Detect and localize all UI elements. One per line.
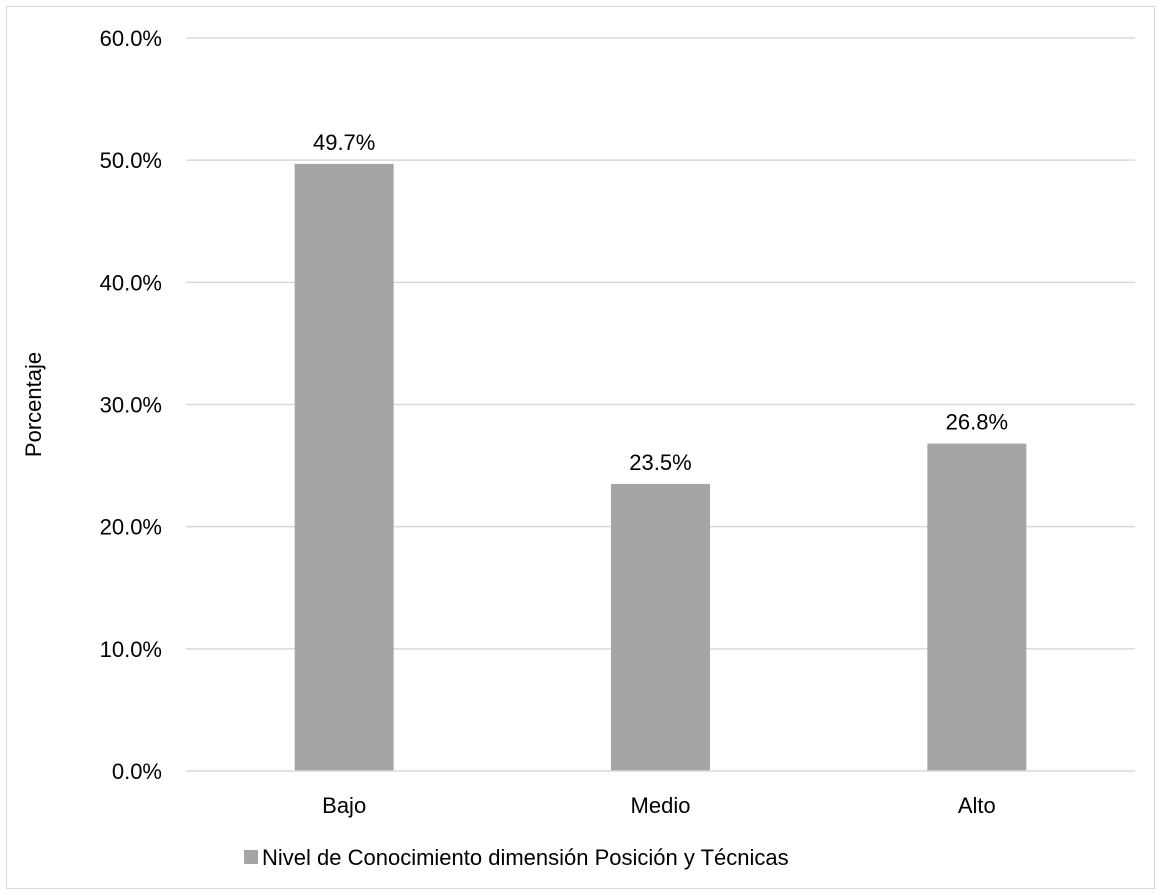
bars <box>294 163 1027 771</box>
bar-bajo <box>294 163 394 771</box>
legend-label: Nivel de Conocimiento dimensión Posición… <box>262 845 789 870</box>
legend-swatch <box>244 850 258 864</box>
y-tick-label: 50.0% <box>100 148 162 173</box>
y-tick-label: 10.0% <box>100 637 162 662</box>
y-tick-label: 30.0% <box>100 393 162 418</box>
data-label-bajo: 49.7% <box>313 130 375 155</box>
bar-alto <box>927 443 1027 771</box>
y-tick-label: 60.0% <box>100 26 162 51</box>
data-label-alto: 26.8% <box>946 410 1008 435</box>
x-tick-label-alto: Alto <box>958 793 996 818</box>
data-labels: 49.7% 23.5% 26.8% <box>313 130 1008 475</box>
x-tick-label-bajo: Bajo <box>322 793 366 818</box>
y-tick-label: 0.0% <box>112 759 162 784</box>
y-axis-tick-labels: 0.0% 10.0% 20.0% 30.0% 40.0% 50.0% 60.0% <box>100 26 162 784</box>
y-tick-label: 20.0% <box>100 515 162 540</box>
bar-medio <box>611 483 710 771</box>
y-axis-title: Porcentaje <box>21 352 46 457</box>
y-tick-label: 40.0% <box>100 270 162 295</box>
legend: Nivel de Conocimiento dimensión Posición… <box>244 845 789 870</box>
x-tick-label-medio: Medio <box>631 793 691 818</box>
data-label-medio: 23.5% <box>629 450 691 475</box>
x-axis-tick-labels: Bajo Medio Alto <box>322 793 996 818</box>
